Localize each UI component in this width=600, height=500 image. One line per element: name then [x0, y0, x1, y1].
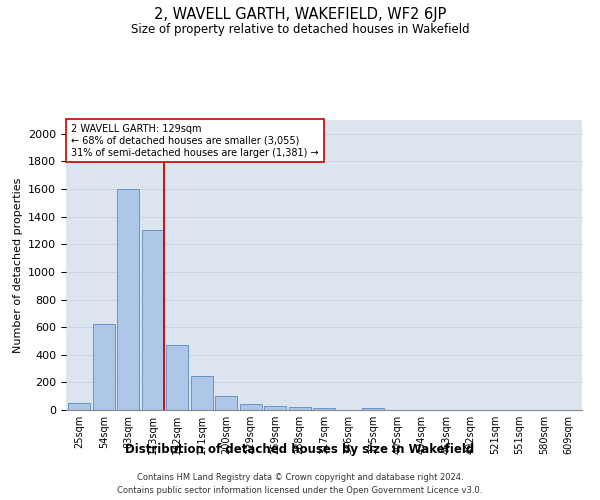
Bar: [118, 189, 139, 410]
Bar: [191, 376, 213, 410]
Text: Size of property relative to detached houses in Wakefield: Size of property relative to detached ho…: [131, 22, 469, 36]
Bar: [264, 406, 286, 410]
Bar: [93, 324, 115, 410]
Bar: [362, 408, 384, 410]
Y-axis label: Number of detached properties: Number of detached properties: [13, 178, 23, 352]
Bar: [215, 396, 237, 410]
Bar: [313, 408, 335, 410]
Text: Contains HM Land Registry data © Crown copyright and database right 2024.
Contai: Contains HM Land Registry data © Crown c…: [118, 474, 482, 495]
Bar: [68, 403, 91, 410]
Text: 2 WAVELL GARTH: 129sqm
← 68% of detached houses are smaller (3,055)
31% of semi-: 2 WAVELL GARTH: 129sqm ← 68% of detached…: [71, 124, 319, 158]
Text: 2, WAVELL GARTH, WAKEFIELD, WF2 6JP: 2, WAVELL GARTH, WAKEFIELD, WF2 6JP: [154, 8, 446, 22]
Bar: [289, 406, 311, 410]
Text: Distribution of detached houses by size in Wakefield: Distribution of detached houses by size …: [125, 442, 475, 456]
Bar: [166, 345, 188, 410]
Bar: [142, 230, 164, 410]
Bar: [239, 404, 262, 410]
